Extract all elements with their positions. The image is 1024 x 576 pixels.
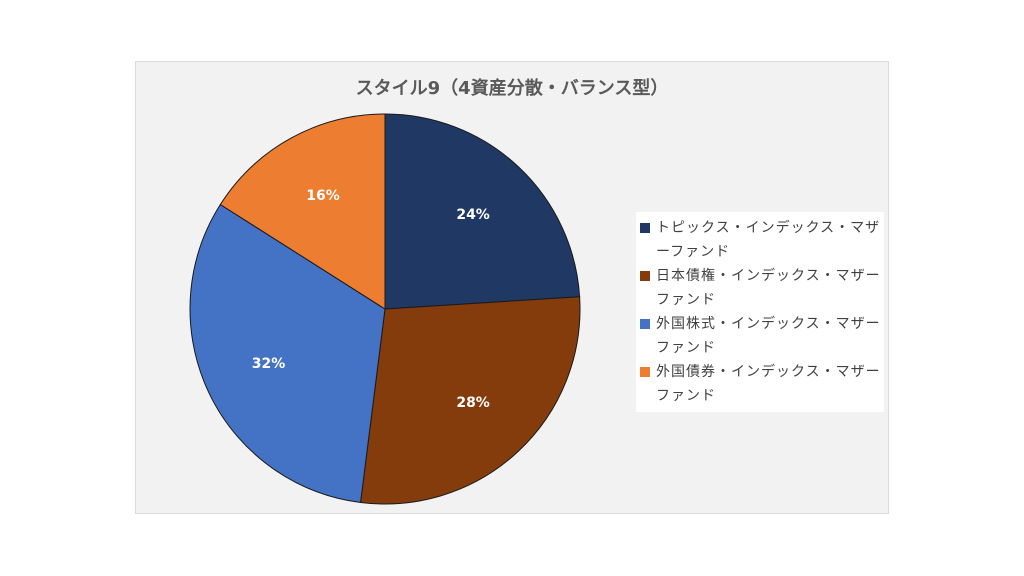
- legend-label: 外国株式・インデックス・マザーファンド: [656, 316, 881, 356]
- legend-item: トピックス・インデックス・マザーファンド: [636, 216, 884, 264]
- slice-percent-label: 24%: [456, 207, 490, 223]
- slice-percent-label: 32%: [252, 356, 286, 372]
- chart-title: スタイル9（4資産分散・バランス型）: [355, 78, 669, 99]
- pie-slice: [219, 113, 386, 310]
- pie-chart: 24% 28% 32% 16%: [189, 113, 581, 505]
- legend-item: 外国株式・インデックス・マザーファンド: [636, 312, 884, 360]
- legend-label: トピックス・インデックス・マザーファンド: [656, 220, 881, 260]
- slice-percent-label: 28%: [456, 395, 490, 411]
- legend-swatch: [640, 367, 650, 377]
- chart-area: スタイル9（4資産分散・バランス型） 24% 28% 32% 16% トピックス・イン…: [135, 61, 889, 514]
- pie-slice: [384, 113, 581, 310]
- legend: トピックス・インデックス・マザーファンド 日本債権・インデックス・マザーファンド…: [636, 212, 884, 412]
- legend-swatch: [640, 223, 650, 233]
- slice-percent-label: 16%: [306, 188, 340, 204]
- legend-swatch: [640, 319, 650, 329]
- legend-item: 外国債券・インデックス・マザーファンド: [636, 360, 884, 408]
- legend-item: 日本債権・インデックス・マザーファンド: [636, 264, 884, 312]
- legend-label: 日本債権・インデックス・マザーファンド: [656, 268, 881, 308]
- legend-swatch: [640, 271, 650, 281]
- pie-slice: [360, 296, 581, 505]
- pie-slice: [189, 203, 386, 504]
- legend-label: 外国債券・インデックス・マザーファンド: [656, 364, 881, 404]
